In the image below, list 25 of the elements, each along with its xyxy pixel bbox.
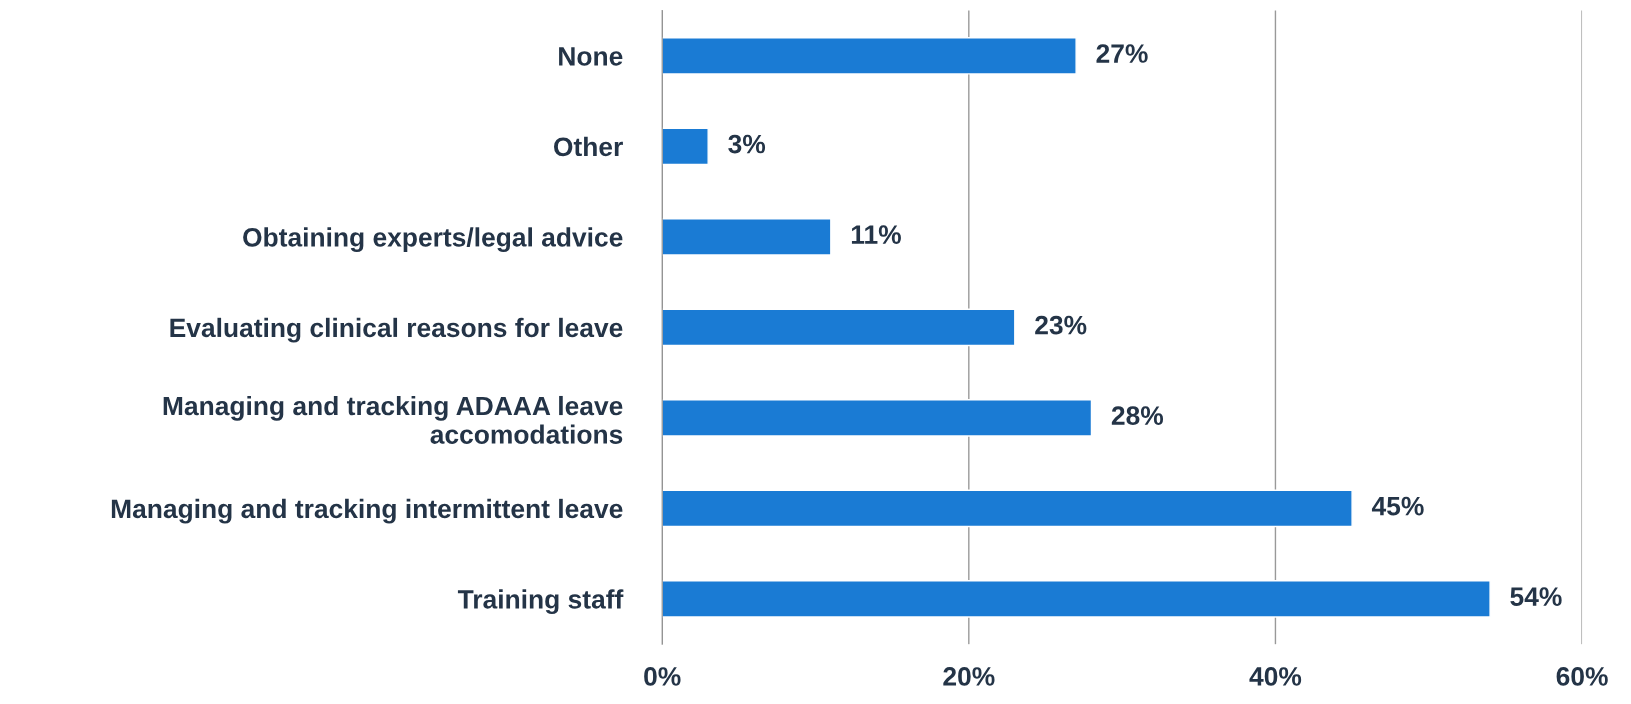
x-tick-label: 60% xyxy=(1556,667,1608,686)
data-label: 3% xyxy=(728,134,766,154)
x-tick-label: 40% xyxy=(1249,667,1302,686)
bar xyxy=(662,308,1016,347)
bar xyxy=(662,218,832,256)
x-tick-label: 0% xyxy=(644,667,681,686)
y-tick-label: Other xyxy=(554,136,623,157)
bar xyxy=(662,489,1353,528)
y-tick-label: Managing and tracking intermittent leave xyxy=(111,498,623,524)
bar xyxy=(662,127,709,166)
bar xyxy=(662,37,1077,75)
bar xyxy=(662,399,1093,437)
y-tick-label: Obtaining experts/legal advice xyxy=(243,227,623,252)
y-tick-label: Evaluating clinical reasons for leave xyxy=(170,317,623,343)
data-label: 45% xyxy=(1371,496,1424,516)
y-tick-label: None xyxy=(559,47,623,66)
data-label: 23% xyxy=(1035,315,1087,335)
x-tick-label: 20% xyxy=(943,667,995,686)
data-label: 27% xyxy=(1096,44,1148,63)
data-label: 28% xyxy=(1111,406,1164,425)
y-tick-label: Training staff xyxy=(457,589,624,615)
data-label: 11% xyxy=(851,225,901,244)
data-label: 54% xyxy=(1510,587,1562,606)
y-tick-label: Managing and tracking ADAAA leave accomodations xyxy=(163,395,623,444)
bar xyxy=(662,580,1491,618)
